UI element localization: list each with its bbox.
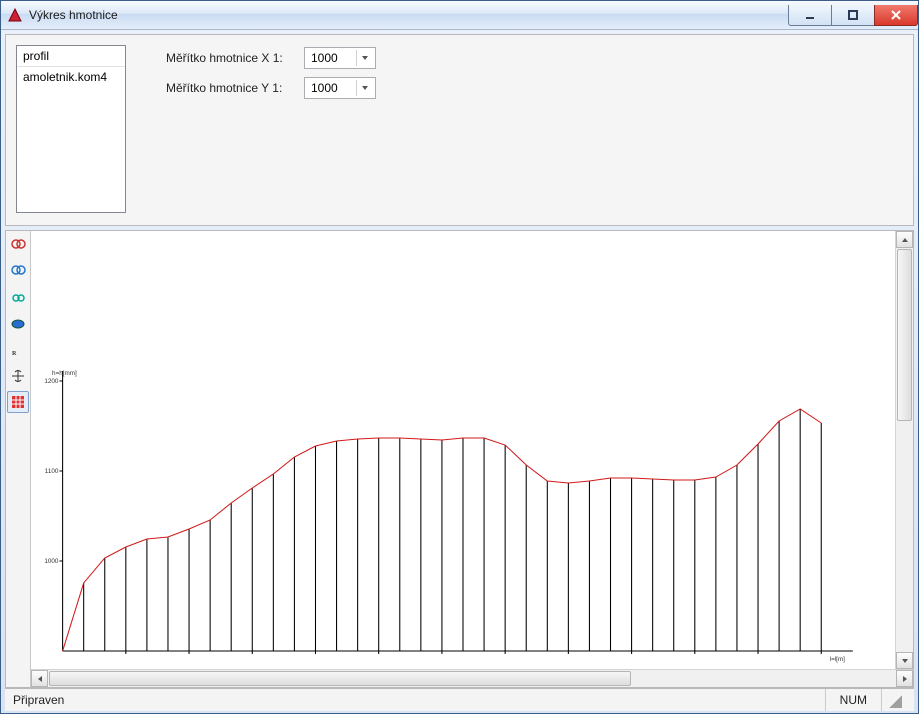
scale-y-label: Měřítko hmotnice Y 1: <box>166 81 296 95</box>
chart-area: R 1000 1100 1200h=h[mm] l=l[m] <box>5 230 914 688</box>
app-icon <box>7 7 23 23</box>
close-button[interactable] <box>874 5 918 26</box>
window-title: Výkres hmotnice <box>29 8 118 22</box>
scale-x-value: 1000 <box>311 51 338 65</box>
scale-x-row: Měřítko hmotnice X 1: 1000 <box>166 47 376 69</box>
status-ready: Připraven <box>13 693 64 707</box>
titlebar: Výkres hmotnice <box>1 1 918 30</box>
resize-grip-icon[interactable] <box>886 692 902 708</box>
zoom-in-icon[interactable] <box>7 261 29 283</box>
chevron-down-icon <box>356 80 373 96</box>
pan-icon[interactable] <box>7 365 29 387</box>
maximize-button[interactable] <box>831 5 875 26</box>
zoom-out-icon[interactable] <box>7 287 29 309</box>
svg-text:1200: 1200 <box>44 378 59 385</box>
scroll-right-icon[interactable] <box>896 670 913 687</box>
scroll-thumb[interactable] <box>897 249 912 421</box>
chart-canvas[interactable]: 1000 1100 1200h=h[mm] l=l[m] <box>31 231 895 669</box>
redraw-icon[interactable]: R <box>7 339 29 361</box>
chart-canvas-wrap: 1000 1100 1200h=h[mm] l=l[m] <box>31 231 913 669</box>
status-num: NUM <box>825 689 881 711</box>
vertical-scrollbar[interactable] <box>895 231 913 669</box>
scroll-left-icon[interactable] <box>31 670 48 687</box>
minimize-button[interactable] <box>788 5 832 26</box>
app-window: Výkres hmotnice profil amoletnik.kom4 Mě… <box>0 0 919 714</box>
scroll-up-icon[interactable] <box>896 231 913 248</box>
listbox-header: profil <box>17 46 125 67</box>
horizontal-scrollbar[interactable] <box>31 669 913 687</box>
svg-text:l=l[m]: l=l[m] <box>830 656 846 663</box>
control-panel: profil amoletnik.kom4 Měřítko hmotnice X… <box>5 34 914 226</box>
profile-listbox[interactable]: profil amoletnik.kom4 <box>16 45 126 213</box>
scale-x-label: Měřítko hmotnice X 1: <box>166 51 296 65</box>
chevron-down-icon <box>356 50 373 66</box>
zoom-fit-icon[interactable] <box>7 313 29 335</box>
zoom-window-icon[interactable] <box>7 235 29 257</box>
grid-icon[interactable] <box>7 391 29 413</box>
scroll-down-icon[interactable] <box>896 652 913 669</box>
svg-text:h=h[mm]: h=h[mm] <box>52 370 77 377</box>
scale-controls: Měřítko hmotnice X 1: 1000 Měřítko hmotn… <box>166 45 376 215</box>
scale-y-row: Měřítko hmotnice Y 1: 1000 <box>166 77 376 99</box>
scale-x-combo[interactable]: 1000 <box>304 47 376 69</box>
scroll-thumb[interactable] <box>49 671 631 686</box>
window-buttons <box>789 5 918 26</box>
scale-y-value: 1000 <box>311 81 338 95</box>
svg-text:1000: 1000 <box>44 558 59 565</box>
statusbar: Připraven NUM <box>5 688 914 711</box>
svg-text:1100: 1100 <box>45 468 59 475</box>
svg-text:R: R <box>12 351 17 357</box>
list-item[interactable]: amoletnik.kom4 <box>17 67 125 87</box>
view-toolbar: R <box>6 231 31 687</box>
chart-body: 1000 1100 1200h=h[mm] l=l[m] <box>31 231 913 687</box>
scale-y-combo[interactable]: 1000 <box>304 77 376 99</box>
